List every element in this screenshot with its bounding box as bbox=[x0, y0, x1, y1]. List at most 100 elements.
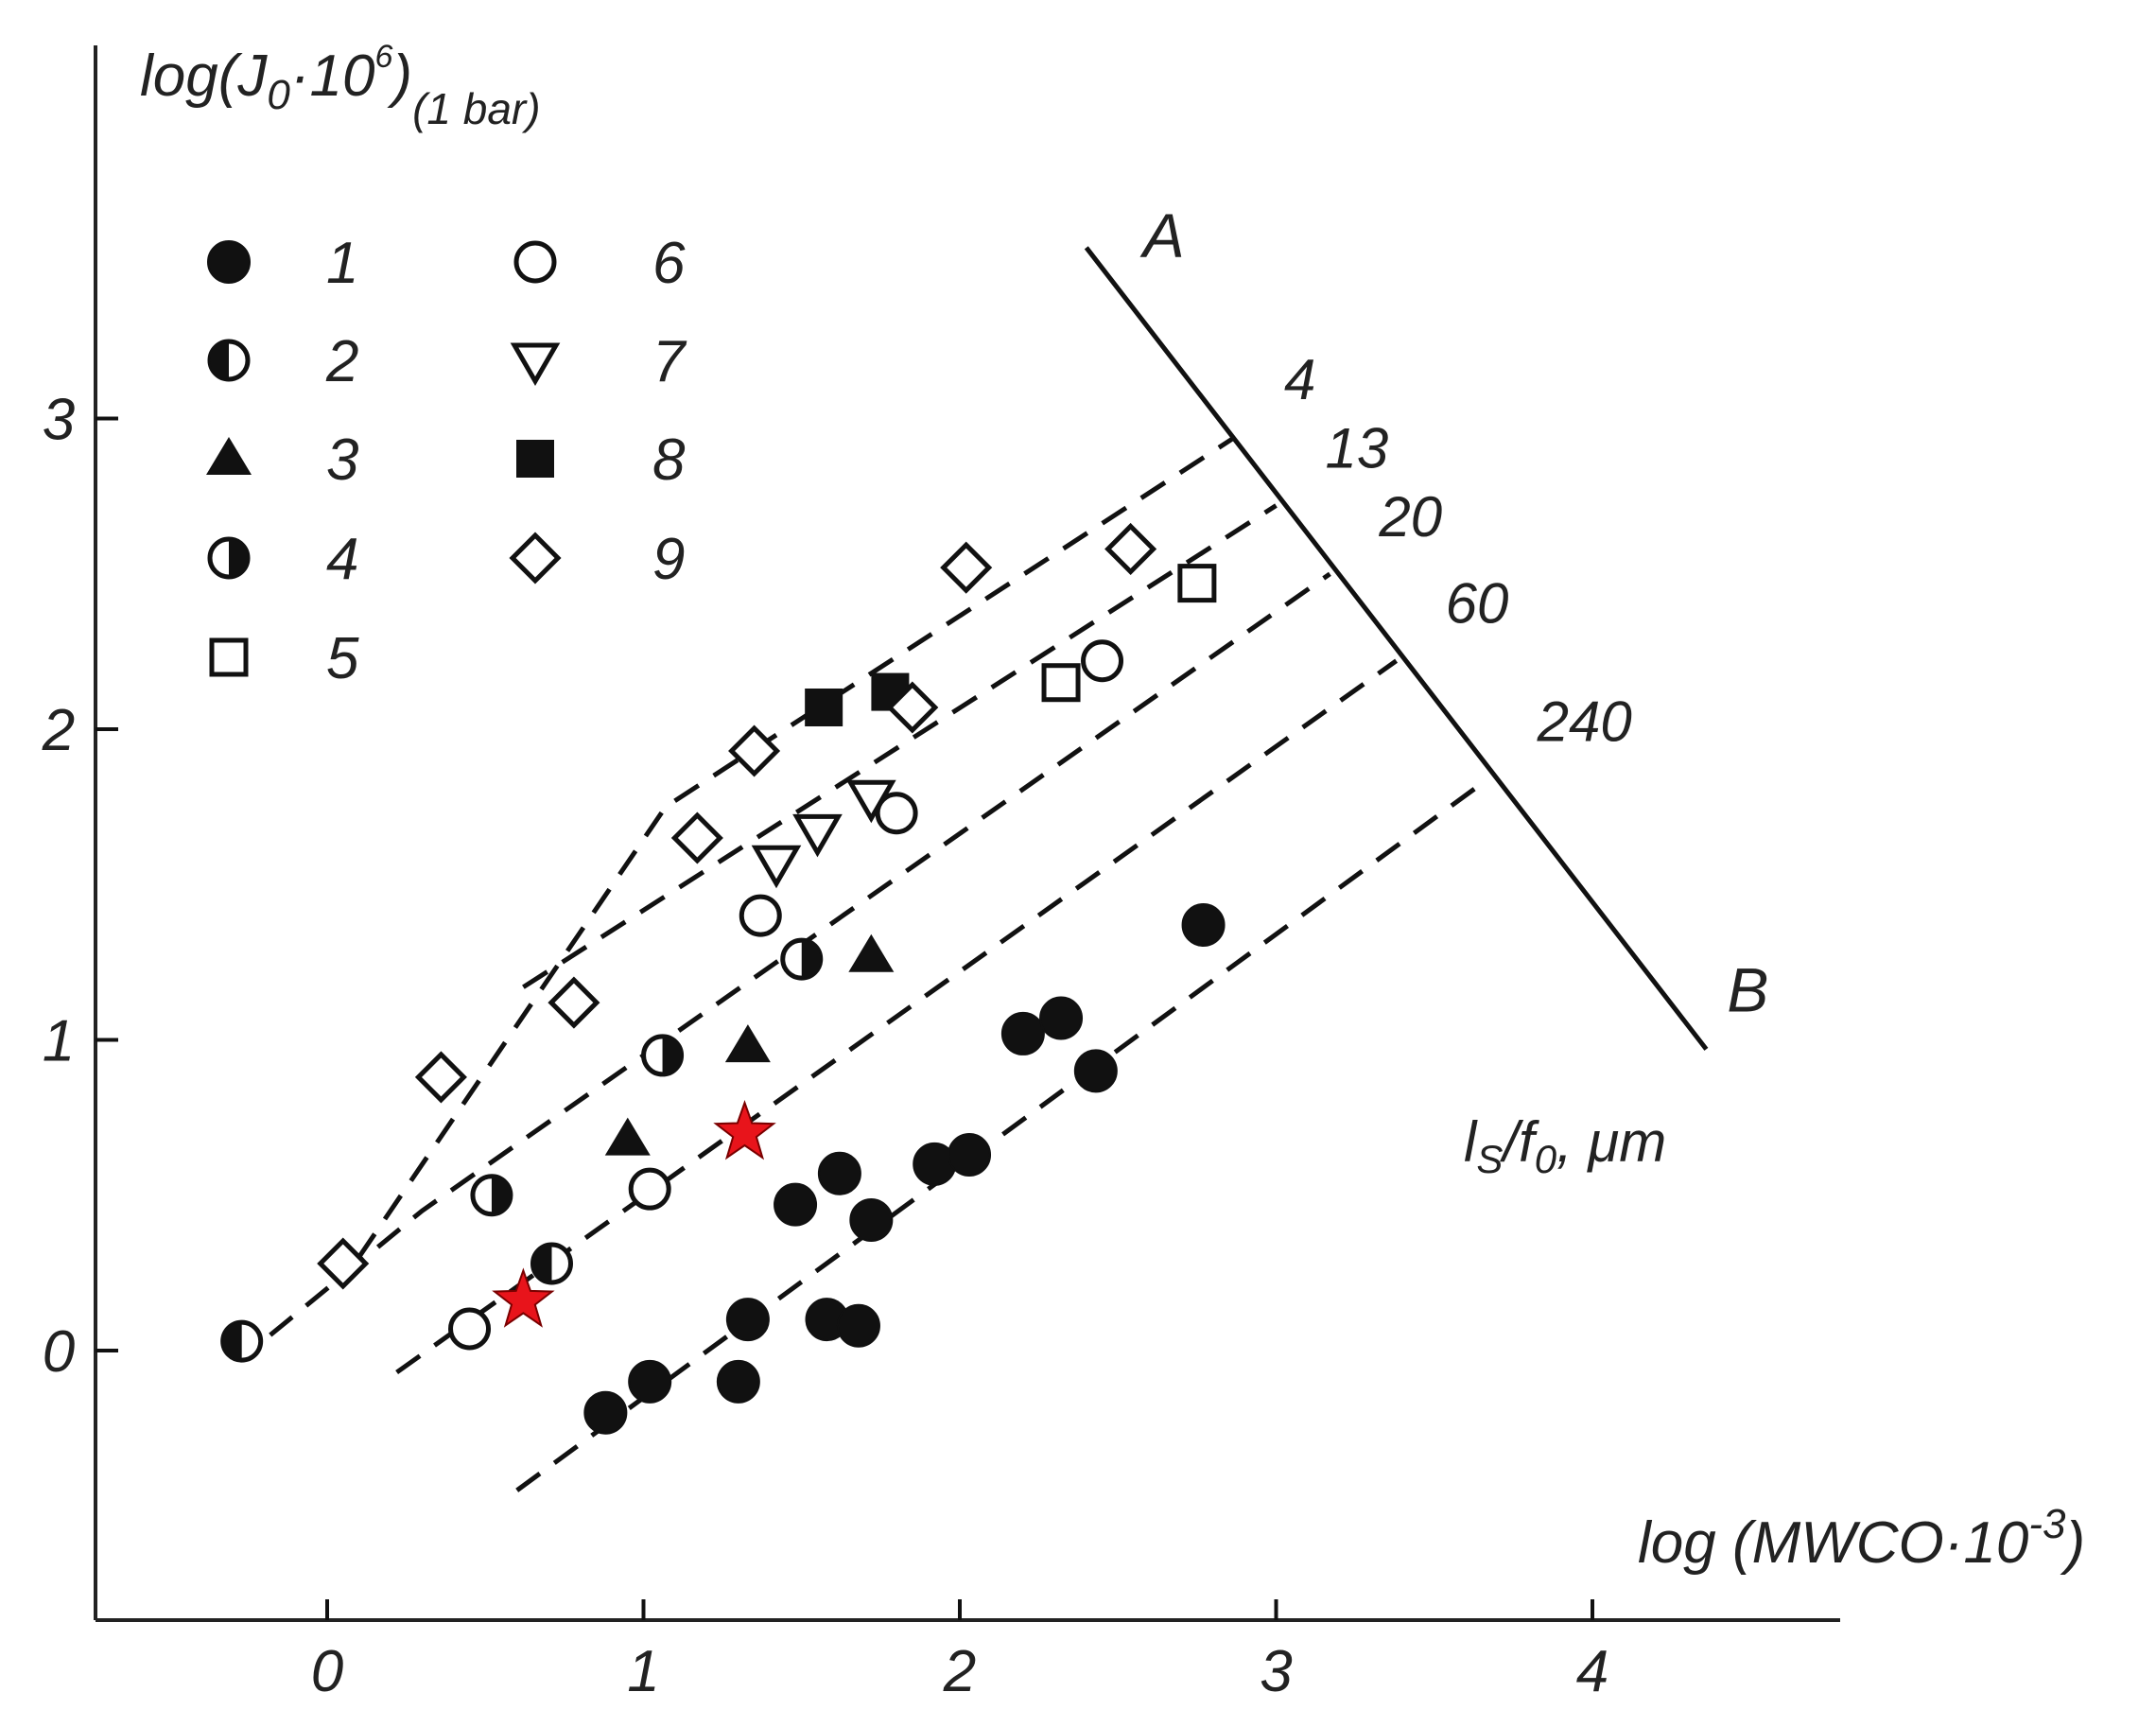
point-series-7 bbox=[751, 845, 802, 889]
point-series-1 bbox=[836, 1303, 880, 1348]
point-series-6 bbox=[1081, 639, 1124, 683]
point-series-9 bbox=[414, 1051, 467, 1104]
point-series-star bbox=[492, 1267, 555, 1328]
point-series-1 bbox=[716, 1359, 760, 1404]
point-series-3 bbox=[724, 1024, 771, 1063]
legend-label: 3 bbox=[326, 427, 358, 493]
legend-marker bbox=[513, 240, 557, 284]
point-series-1 bbox=[1039, 996, 1084, 1040]
legend-item-2: 2 bbox=[207, 329, 358, 394]
scale-mark-label: 20 bbox=[1378, 485, 1442, 549]
legend: 1 2 3 4 5 6 7 8 9 bbox=[206, 231, 687, 691]
y-axis-title: log(J0·106)(1 bar) bbox=[140, 39, 541, 133]
legend-marker bbox=[206, 437, 252, 475]
fit-line-4 bbox=[522, 503, 1278, 989]
legend-label: 2 bbox=[325, 329, 358, 394]
y-tick-label: 1 bbox=[43, 1009, 75, 1074]
legend-label: 1 bbox=[326, 231, 358, 296]
point-series-7 bbox=[846, 779, 896, 824]
point-series-1 bbox=[849, 1198, 894, 1243]
point-series-1 bbox=[1073, 1049, 1118, 1093]
data-points bbox=[220, 522, 1226, 1435]
legend-item-6: 6 bbox=[513, 231, 686, 296]
point-series-9 bbox=[940, 541, 993, 594]
y-tick-label: 0 bbox=[43, 1319, 75, 1385]
point-series-3 bbox=[848, 933, 895, 972]
ticks: 0 1 2 3 4 0 1 2 3 bbox=[42, 388, 1608, 1705]
point-series-9 bbox=[1104, 522, 1157, 576]
legend-marker bbox=[209, 637, 249, 677]
legend-item-5: 5 bbox=[209, 626, 359, 691]
axes bbox=[94, 45, 1840, 1622]
x-tick-label: 3 bbox=[1260, 1639, 1292, 1704]
scale-mark-label: 4 bbox=[1284, 348, 1315, 411]
point-series-1 bbox=[1000, 1011, 1045, 1055]
point-series-6 bbox=[875, 792, 918, 835]
point-series-3 bbox=[604, 1117, 651, 1156]
point-series-6 bbox=[739, 894, 782, 937]
legend-item-4: 4 bbox=[207, 527, 358, 592]
point-series-5 bbox=[1177, 564, 1217, 603]
point-series-8 bbox=[805, 689, 843, 727]
legend-marker bbox=[516, 440, 554, 478]
scale-line bbox=[1084, 246, 1709, 1051]
point-series-1 bbox=[583, 1390, 628, 1435]
point-series-1 bbox=[774, 1182, 818, 1227]
point-series-5 bbox=[1041, 663, 1081, 703]
legend-marker bbox=[207, 240, 251, 284]
fit-line-5 bbox=[356, 435, 1237, 1259]
point-series-1 bbox=[725, 1298, 770, 1342]
legend-label: 9 bbox=[652, 527, 685, 592]
legend-item-1: 1 bbox=[207, 231, 358, 296]
x-tick-label: 0 bbox=[311, 1639, 343, 1704]
point-series-9 bbox=[728, 724, 781, 777]
point-series-1 bbox=[817, 1151, 861, 1195]
legend-item-7: 7 bbox=[510, 329, 687, 394]
legend-marker bbox=[207, 536, 251, 580]
point-series-9 bbox=[670, 811, 723, 864]
point-series-6 bbox=[448, 1307, 492, 1351]
legend-marker bbox=[509, 532, 562, 584]
point-series-star bbox=[713, 1100, 776, 1160]
scale-label-a: A bbox=[1139, 201, 1185, 270]
scale-mark-label: 240 bbox=[1537, 690, 1632, 754]
scale-mark-label: 13 bbox=[1326, 416, 1389, 480]
legend-item-3: 3 bbox=[206, 427, 358, 493]
legend-marker bbox=[510, 342, 561, 386]
x-tick-label: 1 bbox=[627, 1639, 659, 1704]
x-axis-title: log (MWCO·10-3) bbox=[1638, 1501, 2085, 1576]
point-series-6 bbox=[628, 1167, 671, 1211]
point-series-2 bbox=[530, 1242, 573, 1285]
point-series-1 bbox=[1181, 902, 1226, 947]
point-series-4 bbox=[780, 937, 824, 981]
point-series-9 bbox=[548, 976, 600, 1029]
point-series-4 bbox=[641, 1034, 685, 1077]
fit-line-3 bbox=[269, 571, 1331, 1337]
legend-label: 7 bbox=[652, 329, 687, 394]
fit-line-1 bbox=[515, 776, 1490, 1492]
legend-item-8: 8 bbox=[516, 427, 686, 493]
y-tick-label: 2 bbox=[42, 698, 75, 763]
point-series-7 bbox=[792, 813, 843, 858]
legend-marker bbox=[207, 339, 251, 382]
point-series-9 bbox=[317, 1237, 370, 1290]
scale-mark-label: 60 bbox=[1446, 572, 1509, 636]
scale-axis-title: lS/f0, μm bbox=[1464, 1110, 1666, 1181]
point-series-4 bbox=[470, 1174, 513, 1217]
scale-label-b: B bbox=[1727, 954, 1768, 1024]
point-series-1 bbox=[628, 1359, 672, 1404]
x-tick-label: 4 bbox=[1576, 1639, 1608, 1704]
x-tick-label: 2 bbox=[943, 1639, 976, 1704]
legend-label: 6 bbox=[652, 231, 686, 296]
legend-label: 5 bbox=[326, 626, 359, 691]
legend-label: 4 bbox=[326, 527, 358, 592]
legend-item-9: 9 bbox=[509, 527, 685, 592]
y-tick-label: 3 bbox=[43, 388, 75, 453]
point-series-1 bbox=[948, 1133, 992, 1178]
point-series-2 bbox=[220, 1319, 264, 1363]
point-series-9 bbox=[886, 681, 939, 734]
legend-label: 8 bbox=[652, 427, 686, 493]
